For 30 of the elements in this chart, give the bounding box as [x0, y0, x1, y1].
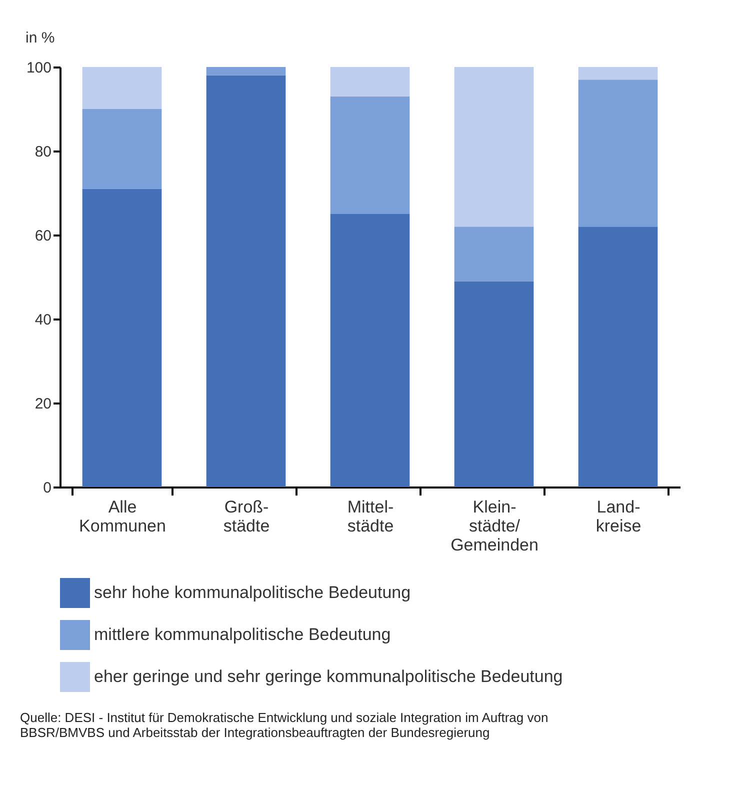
y-tick-label: 40 [34, 312, 52, 328]
bar [578, 226, 658, 487]
y-tick-label: 60 [34, 228, 52, 244]
bar [330, 214, 410, 487]
bar [206, 75, 286, 487]
bar [206, 67, 286, 76]
bar [578, 67, 658, 80]
y-tick-label: 0 [43, 480, 52, 496]
y-tick-label: 20 [34, 396, 52, 412]
legend-label: sehr hohe kommunalpolitische Bedeutung [94, 583, 411, 602]
bar [330, 67, 410, 96]
source-note: Quelle: DESI - Institut für Demokratische Entwicklung und soziale Integration im Auftrag von BBSR/BMVBS und Arbeitsstab der Integrationsbeauftragten der Bundesregierung [20, 710, 548, 740]
bar [454, 281, 534, 487]
legend-label: mittlere kommunalpolitische Bedeutung [94, 625, 391, 644]
bar [82, 109, 162, 189]
bar [578, 80, 658, 227]
x-tick-label: Mittel- städte [347, 498, 394, 536]
legend-label: eher geringe und sehr geringe kommunalpolitische Bedeutung [94, 667, 563, 686]
x-tick-label: Alle Kommunen [79, 498, 166, 536]
x-tick-label: Klein- städte/ Gemeinden [450, 498, 538, 554]
x-tick-label: Groß- städte [223, 498, 270, 536]
bar [454, 226, 534, 282]
y-axis-title: in % [26, 30, 55, 46]
bar [330, 96, 410, 214]
y-tick-label: 100 [26, 60, 52, 76]
x-tick-label: Land- kreise [596, 498, 642, 536]
bar [82, 67, 162, 109]
bar [82, 188, 162, 487]
y-tick-label: 80 [34, 144, 52, 160]
bar [454, 67, 534, 227]
